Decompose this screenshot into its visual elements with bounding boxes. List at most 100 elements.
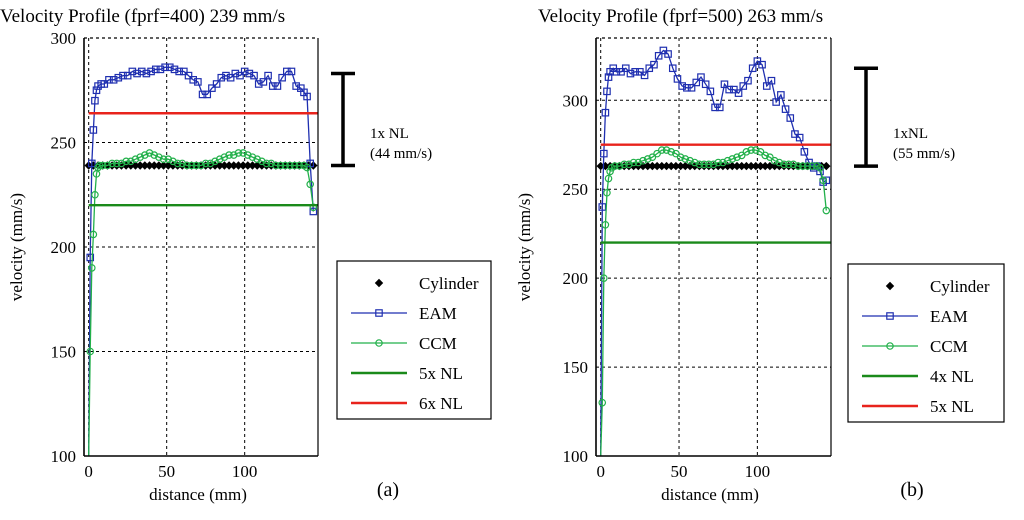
series-ccm-point bbox=[803, 162, 812, 170]
series-eam-point bbox=[137, 67, 146, 76]
series-ccm-point bbox=[89, 230, 98, 239]
series-ccm-point bbox=[187, 161, 196, 170]
legend-label: Cylinder bbox=[930, 277, 990, 296]
series-ccm-point bbox=[784, 160, 793, 169]
series-ccm-point bbox=[751, 146, 760, 154]
legend-entry: EAM bbox=[351, 304, 457, 323]
series-cylinder-point bbox=[229, 161, 238, 170]
x-tick-label: 0 bbox=[596, 462, 605, 481]
series-eam-point bbox=[189, 75, 198, 84]
plot-area bbox=[84, 63, 318, 456]
series-eam-point bbox=[175, 67, 183, 76]
bracket-sublabel: (44 mm/s) bbox=[370, 146, 432, 162]
series-cylinder-point bbox=[765, 161, 775, 171]
series-ccm-point bbox=[610, 162, 619, 170]
panel-label: (b) bbox=[900, 479, 923, 501]
series-ccm-line bbox=[600, 149, 827, 456]
series-cylinder-point bbox=[624, 161, 634, 171]
x-tick-label: 50 bbox=[671, 462, 688, 481]
series-ccm-point bbox=[131, 155, 140, 164]
series-eam-point bbox=[128, 67, 137, 76]
series-eam-point bbox=[87, 159, 96, 168]
legend-swatch bbox=[374, 278, 384, 288]
y-tick-label: 250 bbox=[51, 134, 77, 153]
series-eam-point bbox=[156, 65, 165, 74]
series-ccm-point bbox=[761, 151, 770, 160]
series-eam-point bbox=[250, 71, 258, 80]
series-ccm-point bbox=[690, 158, 699, 167]
series-ccm-point bbox=[239, 149, 247, 157]
series-eam-point bbox=[739, 82, 748, 90]
series-ccm-point bbox=[295, 161, 304, 170]
series-cylinder-point bbox=[662, 161, 671, 171]
series-ccm-point bbox=[220, 153, 229, 161]
legend-label: 5x NL bbox=[930, 397, 974, 416]
series-eam-point bbox=[612, 67, 621, 76]
panel-label: (a) bbox=[377, 479, 399, 501]
series-ccm-point bbox=[742, 148, 751, 156]
series-eam-point bbox=[133, 69, 141, 78]
series-ccm-point bbox=[122, 157, 130, 166]
series-eam-line bbox=[600, 49, 827, 456]
series-ccm-point bbox=[98, 161, 107, 170]
series-eam-point bbox=[781, 105, 790, 113]
series-ccm-point bbox=[601, 220, 610, 229]
series-ccm-point bbox=[789, 160, 798, 169]
series-eam-point bbox=[240, 67, 249, 76]
legend-label: EAM bbox=[930, 307, 968, 326]
series-eam-point bbox=[184, 71, 193, 80]
series-cylinder-point bbox=[648, 161, 657, 171]
series-ccm-point bbox=[286, 161, 294, 170]
series-cylinder-point bbox=[676, 161, 685, 171]
series-ccm-point bbox=[178, 159, 187, 168]
series-ccm-point bbox=[103, 161, 112, 170]
series-ccm-point bbox=[95, 161, 104, 170]
chart-panel-1: Velocity Profile (fprf=500) 263 mm/s 100 1… bbox=[515, 6, 1005, 504]
series-ccm-point bbox=[819, 176, 827, 185]
series-ccm-point bbox=[643, 155, 652, 163]
series-ccm-point bbox=[603, 188, 611, 197]
series-cylinder-point bbox=[220, 161, 229, 170]
y-tick-label: 250 bbox=[563, 180, 589, 199]
series-eam-point bbox=[236, 71, 244, 80]
series-ccm-point bbox=[201, 159, 210, 168]
legend-label: EAM bbox=[419, 304, 457, 323]
series-eam-point bbox=[687, 84, 696, 92]
y-axis-label: velocity (mm/s) bbox=[515, 193, 534, 301]
series-cylinder-point bbox=[784, 161, 793, 171]
legend-label: CCM bbox=[930, 337, 968, 356]
series-cylinder-point bbox=[681, 161, 690, 171]
nl-bracket-annotation: 1xNL (55 mm/s) bbox=[854, 66, 955, 168]
series-ccm-point bbox=[91, 190, 99, 199]
series-eam-point bbox=[706, 87, 715, 96]
series-eam-point bbox=[292, 82, 300, 90]
series-cylinder-point bbox=[159, 161, 168, 170]
series-ccm-point bbox=[94, 163, 102, 172]
x-tick-label: 0 bbox=[84, 462, 93, 481]
series-cylinder-point bbox=[751, 161, 760, 171]
y-axis-label: velocity (mm/s) bbox=[7, 193, 26, 301]
y-tick-label: 300 bbox=[51, 29, 77, 48]
series-ccm-point bbox=[816, 164, 824, 172]
series-ccm-point bbox=[822, 206, 831, 215]
series-cylinder-point bbox=[150, 161, 159, 170]
series-ccm-point bbox=[648, 153, 657, 161]
series-ccm-point bbox=[728, 155, 737, 163]
series-eam-point bbox=[601, 108, 610, 117]
series-eam-point bbox=[86, 253, 95, 262]
series-ccm-point bbox=[88, 264, 96, 272]
series-cylinder-point bbox=[742, 161, 751, 171]
series-ccm-point bbox=[598, 398, 607, 407]
series-cylinder-point bbox=[817, 161, 826, 171]
series-eam-point bbox=[668, 64, 677, 73]
series-ccm-point bbox=[775, 158, 784, 167]
series-eam-point bbox=[151, 65, 160, 74]
series-eam-point bbox=[673, 75, 682, 83]
series-cylinder-point bbox=[657, 161, 666, 171]
bracket-sublabel: (55 mm/s) bbox=[893, 146, 955, 162]
legend-entry: 5x NL bbox=[862, 397, 974, 416]
series-ccm-point bbox=[303, 163, 311, 172]
legend-label: 6x NL bbox=[419, 394, 463, 413]
series-eam-point bbox=[245, 69, 254, 78]
series-ccm-point bbox=[234, 149, 243, 157]
